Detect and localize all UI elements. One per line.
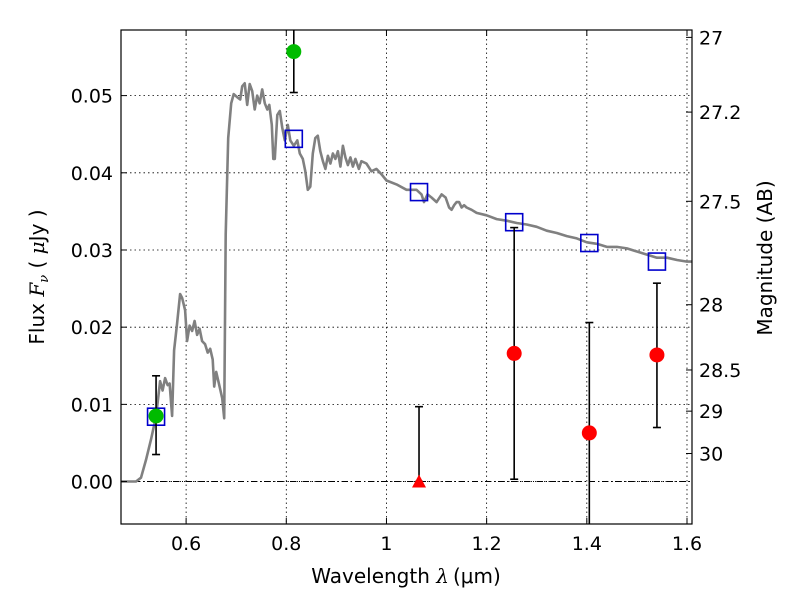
x-axis-ticks: 0.6 0.8 1 1.2 1.4 1.6 [171, 30, 702, 555]
magnitude-tick-label: 27.2 [699, 102, 741, 124]
model-photometry-square [409, 182, 429, 202]
y-tick-label: 0.02 [71, 317, 113, 339]
magnitude-tick-label: 28.5 [699, 360, 741, 382]
observed-points-layer [148, 44, 665, 488]
magnitude-tick-label: 30 [699, 444, 723, 466]
faint-detection-point [649, 347, 665, 363]
model-photometry-square [284, 129, 304, 149]
x-tick-label: 1.6 [672, 533, 702, 555]
y-axis-label: Flux Fν ( μJy ) [25, 209, 52, 344]
plot-frame [120, 29, 693, 525]
magnitude-axis-ticks: 27 27.2 27.5 28 28.5 29 30 [686, 27, 741, 466]
plot-area [121, 30, 692, 524]
model-sed-layer [121, 82, 692, 483]
upper-limit-triangle [412, 474, 427, 488]
detection-point [286, 44, 302, 60]
y-tick-label: 0.04 [71, 163, 113, 185]
x-axis-label: Wavelength λ (μm) [311, 564, 501, 588]
x-tick-label: 1.4 [572, 533, 602, 555]
magnitude-tick-label: 27.5 [699, 191, 741, 213]
y-tick-label: 0.00 [71, 472, 113, 494]
y-tick-label: 0.01 [71, 394, 113, 416]
magnitude-axis-label: Magnitude (AB) [753, 180, 777, 335]
faint-detection-point [581, 425, 597, 441]
model-sed-curve [121, 82, 692, 483]
faint-detection-point [506, 345, 522, 361]
magnitude-tick-label: 29 [699, 401, 723, 423]
y-tick-label: 0.03 [71, 240, 113, 262]
y-axis-ticks: 0.00 0.01 0.02 0.03 0.04 0.05 [71, 86, 127, 494]
x-tick-label: 1.2 [472, 533, 502, 555]
y-tick-label: 0.05 [71, 86, 113, 108]
model-photometry-square [580, 233, 599, 253]
x-tick-label: 1 [380, 533, 392, 555]
model-photometry-square [647, 252, 667, 271]
magnitude-tick-label: 27 [699, 27, 723, 49]
magnitude-tick-label: 28 [699, 295, 723, 317]
x-tick-label: 0.6 [171, 533, 201, 555]
x-tick-label: 0.8 [271, 533, 301, 555]
detection-point [148, 408, 164, 424]
